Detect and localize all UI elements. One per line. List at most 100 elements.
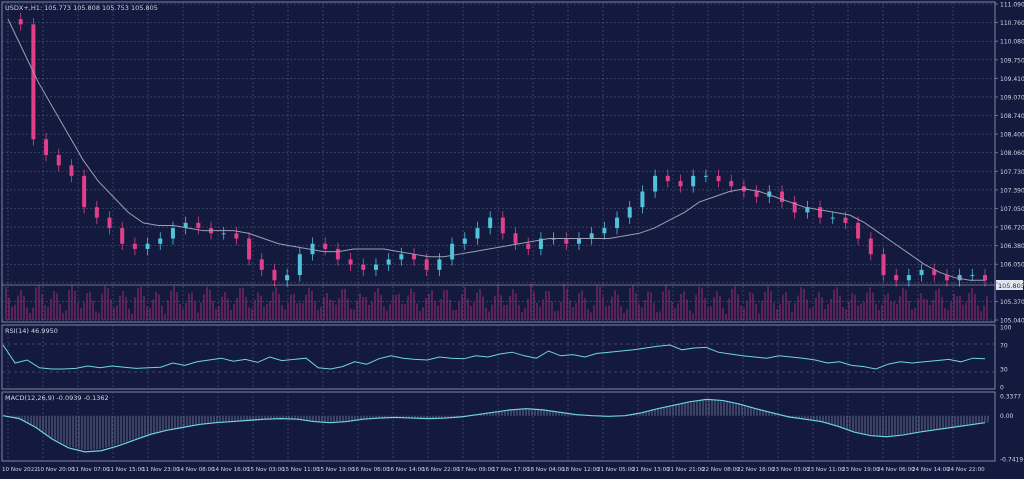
price-panel-frame: [1, 1, 996, 323]
time-axis-label: 16 Nov 06:00: [352, 467, 390, 473]
candle-body: [767, 191, 772, 197]
candle-body: [234, 233, 239, 239]
candle-body: [932, 269, 937, 276]
price-axis-label: 111.090: [1000, 2, 1024, 9]
rsi-axis-label: 30: [1000, 367, 1008, 374]
candle-body: [132, 243, 137, 249]
time-axis-label: 11 Nov 23:00: [142, 467, 180, 473]
candle-body: [170, 228, 175, 239]
candle-body: [526, 243, 531, 249]
candle-body: [703, 175, 708, 177]
macd-axis: 0.3377 0.00 -0.7419: [1000, 394, 1023, 464]
price-chart-title: USDX+,H1: 105.773 105.808 105.753 105.80…: [5, 4, 158, 12]
rsi-axis: 100 70 30 0: [1000, 325, 1012, 392]
candle-body: [361, 264, 366, 270]
price-axis-label: 110.760: [1000, 20, 1024, 27]
candle-body: [983, 275, 987, 281]
candle-body: [627, 207, 632, 218]
macd-axis-label: 0.00: [1000, 413, 1014, 420]
price-axis-label: 105.370: [1000, 299, 1024, 306]
candle-body: [272, 269, 277, 281]
time-axis-label: 21 Nov 13:00: [632, 467, 670, 473]
candle-body: [373, 264, 378, 270]
candle-body: [678, 181, 683, 187]
rsi-axis-label: 100: [1000, 325, 1012, 332]
volume-bars: [5, 284, 988, 320]
candle-body: [779, 191, 784, 202]
macd-axis-label: 0.3377: [1000, 394, 1021, 401]
price-axis: 111.090 110.760 110.080 109.750 109.410 109.0…: [995, 2, 1024, 325]
price-axis-label: 109.750: [1000, 57, 1024, 64]
candlesticks: [18, 12, 987, 287]
candle-body: [145, 243, 150, 249]
price-axis-label: 106.380: [1000, 243, 1024, 250]
time-axis-label: 15 Nov 11:00: [282, 467, 320, 473]
time-axis-label: 22 Nov 08:00: [702, 467, 740, 473]
candle-body: [107, 217, 112, 229]
candle-body: [386, 259, 391, 265]
candle-body: [957, 275, 962, 281]
candle-body: [944, 275, 949, 281]
price-axis-label: 108.060: [1000, 150, 1024, 157]
current-price-box: [996, 280, 1023, 290]
candle-body: [919, 269, 924, 276]
candle-body: [513, 233, 518, 244]
candle-body: [310, 243, 315, 255]
candle-body: [716, 175, 721, 182]
candle-body: [805, 207, 810, 213]
candle-body: [69, 165, 74, 176]
candle-body: [323, 243, 328, 249]
time-axis-label: 24 Nov 06:00: [877, 467, 915, 473]
candle-body: [894, 275, 899, 281]
candle-body: [538, 238, 543, 249]
time-axis-label: 23 Nov 11:00: [807, 467, 845, 473]
candle-body: [488, 217, 493, 229]
time-axis-label: 24 Nov 22:00: [947, 467, 985, 473]
candle-body: [564, 238, 569, 244]
candle-body: [56, 154, 61, 166]
price-axis-label: 105.040: [1000, 318, 1024, 325]
candle-body: [399, 254, 404, 260]
candle-body: [818, 207, 823, 218]
candle-body: [475, 228, 480, 239]
candle-body: [44, 139, 49, 155]
rsi-line: [2, 344, 986, 370]
candle-body: [183, 222, 188, 229]
price-axis-label: 105.710: [1000, 280, 1024, 287]
time-axis-label: 22 Nov 16:00: [737, 467, 775, 473]
candle-body: [906, 275, 911, 281]
candle-body: [640, 191, 645, 208]
time-axis-label: 17 Nov 09:00: [457, 467, 495, 473]
candle-body: [335, 248, 340, 260]
time-axis-label: 23 Nov 03:00: [772, 467, 810, 473]
time-axis-label: 17 Nov 17:00: [492, 467, 530, 473]
rsi-axis-label: 0: [1000, 385, 1004, 392]
candle-body: [653, 175, 658, 192]
candle-body: [792, 201, 797, 213]
candle-body: [18, 19, 23, 25]
candle-body: [589, 233, 594, 239]
candle-body: [500, 217, 505, 234]
macd-panel-frame: [1, 391, 996, 462]
price-axis-label: 109.070: [1000, 94, 1024, 101]
time-axis-label: 18 Nov 04:00: [527, 467, 565, 473]
macd-histogram: [3, 400, 989, 451]
candle-body: [615, 217, 620, 229]
price-axis-label: 109.410: [1000, 76, 1024, 83]
price-axis-label: 110.080: [1000, 39, 1024, 46]
macd-signal-line: [2, 398, 986, 453]
candle-body: [158, 238, 163, 244]
candle-body: [830, 217, 835, 219]
candle-body: [691, 175, 696, 187]
price-axis-label: 107.050: [1000, 206, 1024, 213]
candle-body: [665, 175, 670, 182]
time-axis-label: 11 Nov 15:00: [107, 467, 145, 473]
time-axis-label: 16 Nov 14:00: [387, 467, 425, 473]
grid-lines: [2, 2, 995, 461]
candle-body: [856, 222, 861, 239]
rsi-axis-label: 70: [1000, 343, 1008, 350]
rsi-title: RSI(14) 46.9950: [5, 327, 58, 335]
candle-body: [259, 259, 264, 270]
current-price-label: 105.805: [998, 282, 1024, 290]
